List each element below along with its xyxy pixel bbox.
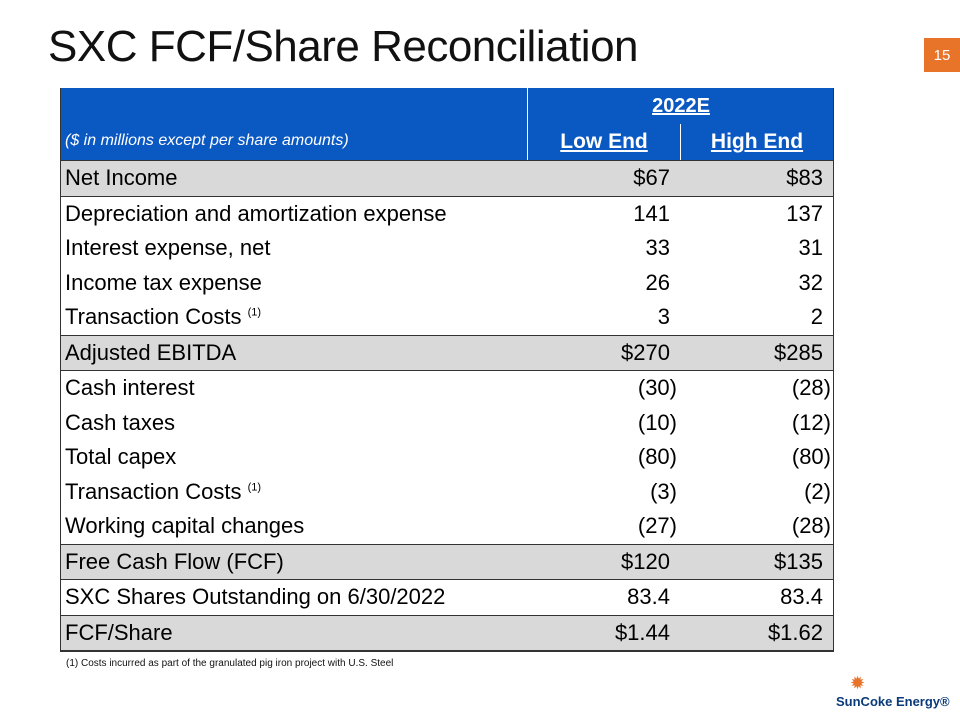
logo-name: SunCoke Energy® [836, 694, 950, 709]
row-high-value: 32 [798, 269, 823, 295]
row-label: Transaction Costs (1) [65, 304, 261, 330]
row-high-value: $83 [786, 165, 823, 191]
row-high-value: $1.62 [767, 619, 823, 645]
table-row: Income tax expense 26 32 [61, 266, 833, 301]
page-number-badge: 15 [924, 38, 960, 72]
row-label: Free Cash Flow (FCF) [65, 548, 284, 574]
row-label-text: Transaction Costs [65, 478, 242, 504]
table-row: Working capital changes (27) (28) [61, 509, 833, 544]
table-row: Adjusted EBITDA $270 $285 [61, 334, 833, 371]
footnote-text: (1) Costs incurred as part of the granul… [66, 658, 394, 669]
row-label: Interest expense, net [65, 235, 271, 261]
table-row: Transaction Costs (1) (3) (2) [61, 475, 833, 510]
row-low-value: 3 [657, 304, 670, 330]
row-high-value: 2 [810, 304, 823, 330]
low-end-header: Low End [527, 124, 680, 160]
row-label: Depreciation and amortization expense [65, 200, 447, 226]
row-high-value: (80) [791, 444, 831, 470]
row-low-value: 33 [645, 235, 670, 261]
row-low-value: 83.4 [627, 584, 670, 610]
table-row: Cash taxes (10) (12) [61, 406, 833, 441]
row-low-value: $67 [633, 165, 670, 191]
row-low-value: (27) [637, 513, 677, 539]
row-low-value: (10) [637, 409, 677, 435]
table-row: FCF/Share $1.44 $1.62 [61, 614, 833, 651]
row-label: Transaction Costs (1) [65, 479, 261, 505]
table-row: Free Cash Flow (FCF) $120 $135 [61, 543, 833, 580]
row-label: Cash interest [65, 375, 195, 401]
row-low-value: (80) [637, 444, 677, 470]
table-row: Depreciation and amortization expense 14… [61, 197, 833, 232]
reconciliation-table: 2022E ($ in millions except per share am… [60, 88, 834, 652]
row-high-value: (28) [791, 375, 831, 401]
row-low-value: $120 [621, 548, 670, 574]
row-low-value: $1.44 [614, 619, 670, 645]
table-row: Total capex (80) (80) [61, 440, 833, 475]
row-high-value: (12) [791, 409, 831, 435]
units-note: ($ in millions except per share amounts) [65, 132, 349, 149]
row-high-value: (2) [804, 478, 831, 504]
row-low-value: 141 [633, 200, 670, 226]
row-high-value: 31 [798, 235, 823, 261]
table-row: Cash interest (30) (28) [61, 371, 833, 406]
table-row: SXC Shares Outstanding on 6/30/2022 83.4… [61, 580, 833, 615]
row-high-value: 137 [786, 200, 823, 226]
row-label: Adjusted EBITDA [65, 339, 237, 365]
footnote-ref: (1) [247, 306, 262, 319]
high-end-header: High End [680, 124, 833, 160]
row-label: SXC Shares Outstanding on 6/30/2022 [65, 584, 446, 610]
company-logo: ✹ SunCoke Energy® [832, 673, 950, 714]
table-header: 2022E ($ in millions except per share am… [61, 88, 833, 160]
footnote-ref: (1) [247, 481, 262, 494]
row-low-value: (30) [637, 375, 677, 401]
page-title: SXC FCF/Share Reconciliation [48, 22, 639, 71]
row-label: Net Income [65, 165, 178, 191]
sun-icon: ✹ [850, 673, 866, 693]
row-label: Working capital changes [65, 513, 305, 539]
period-header: 2022E [527, 88, 834, 124]
row-high-value: 83.4 [780, 584, 823, 610]
row-low-value: $270 [621, 339, 670, 365]
row-label: Income tax expense [65, 269, 262, 295]
row-low-value: (3) [650, 478, 677, 504]
row-high-value: $285 [774, 339, 823, 365]
table-row: Transaction Costs (1) 3 2 [61, 300, 833, 335]
row-high-value: $135 [774, 548, 823, 574]
row-label: Total capex [65, 444, 177, 470]
row-label: Cash taxes [65, 409, 176, 435]
table-row: Interest expense, net 33 31 [61, 231, 833, 266]
row-label-text: Transaction Costs [65, 304, 242, 330]
table-row: Net Income $67 $83 [61, 160, 833, 197]
row-low-value: 26 [645, 269, 670, 295]
row-high-value: (28) [791, 513, 831, 539]
row-label: FCF/Share [65, 619, 173, 645]
